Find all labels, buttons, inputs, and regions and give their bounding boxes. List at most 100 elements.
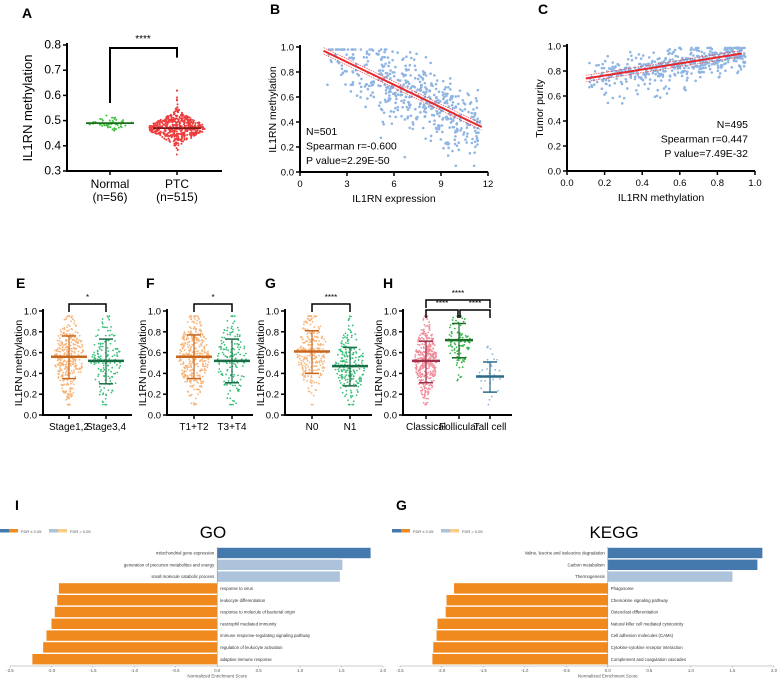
data-point <box>463 360 465 363</box>
data-point <box>343 354 346 357</box>
data-point <box>489 347 492 350</box>
data-point <box>490 395 493 398</box>
data-point <box>742 54 746 57</box>
data-point <box>417 73 421 77</box>
data-point <box>78 367 81 370</box>
legend-swatch-sig-positive <box>0 529 9 533</box>
data-point <box>197 365 199 368</box>
data-point <box>417 350 420 353</box>
data-point <box>382 111 386 115</box>
data-point <box>105 394 108 397</box>
data-point <box>435 96 438 100</box>
data-point <box>301 348 304 351</box>
data-point <box>460 126 463 130</box>
data-point <box>303 356 306 358</box>
data-point <box>181 343 184 346</box>
data-point <box>351 81 355 84</box>
data-point <box>198 121 201 124</box>
data-point <box>174 117 177 120</box>
data-point <box>366 87 370 91</box>
data-point <box>172 116 175 119</box>
data-point <box>379 48 383 51</box>
data-point <box>82 349 84 352</box>
data-point <box>464 341 466 344</box>
data-point <box>592 78 596 82</box>
data-point <box>316 347 319 350</box>
data-point <box>360 354 363 357</box>
data-point <box>106 347 109 349</box>
data-point <box>414 353 417 356</box>
data-point <box>111 375 113 378</box>
data-point <box>427 367 430 369</box>
data-point <box>309 315 312 318</box>
data-point <box>155 124 158 127</box>
data-point <box>221 351 224 354</box>
data-point <box>318 347 320 350</box>
data-point <box>407 82 411 86</box>
data-point <box>311 380 314 382</box>
data-point <box>80 362 83 365</box>
data-point <box>383 83 387 87</box>
regression-line <box>323 49 483 128</box>
data-point <box>152 122 155 125</box>
data-point <box>100 389 103 391</box>
data-point <box>198 123 201 126</box>
data-point <box>419 334 421 337</box>
data-point <box>77 371 80 374</box>
data-point <box>63 344 65 347</box>
y-axis-label: IL1RN methylation <box>267 66 279 153</box>
bar-label: Carbon metabolism <box>568 562 606 567</box>
data-point <box>158 121 161 124</box>
data-point <box>188 350 191 353</box>
data-point <box>423 81 427 85</box>
data-point <box>708 52 711 56</box>
data-point <box>411 127 415 131</box>
data-point <box>392 110 396 114</box>
panel-letter-a: A <box>22 5 32 21</box>
data-point <box>67 329 70 332</box>
data-point <box>358 380 361 383</box>
data-point <box>180 125 183 128</box>
data-point <box>457 94 460 98</box>
data-point <box>441 97 445 101</box>
data-point <box>349 83 353 87</box>
data-point <box>314 388 317 391</box>
data-point <box>111 355 114 358</box>
data-point <box>445 94 448 98</box>
data-point <box>302 368 304 371</box>
data-point <box>420 328 423 331</box>
data-point <box>65 390 67 393</box>
data-point <box>59 366 61 369</box>
data-point <box>429 354 432 357</box>
data-point <box>394 91 397 95</box>
data-point <box>452 316 455 319</box>
data-point <box>79 340 82 343</box>
data-point <box>427 393 429 396</box>
data-point <box>235 365 237 368</box>
data-point <box>66 397 69 400</box>
data-point <box>341 340 343 342</box>
data-point <box>174 124 177 127</box>
data-point <box>694 46 698 50</box>
data-point <box>308 319 310 322</box>
data-point <box>357 74 361 77</box>
data-point <box>597 63 600 67</box>
data-point <box>154 122 157 125</box>
data-point <box>109 329 112 332</box>
data-point <box>114 116 117 119</box>
data-point <box>198 385 201 387</box>
data-point <box>72 383 75 386</box>
data-point <box>318 354 321 357</box>
data-point <box>221 372 224 375</box>
data-point <box>187 352 190 355</box>
data-point <box>588 80 592 84</box>
data-point <box>607 79 611 82</box>
data-point <box>163 123 166 126</box>
data-point <box>229 351 232 354</box>
data-point <box>231 325 233 328</box>
data-point <box>306 357 309 360</box>
data-point <box>354 359 357 362</box>
data-point <box>237 388 239 391</box>
bar <box>436 630 608 641</box>
data-point <box>301 373 304 376</box>
